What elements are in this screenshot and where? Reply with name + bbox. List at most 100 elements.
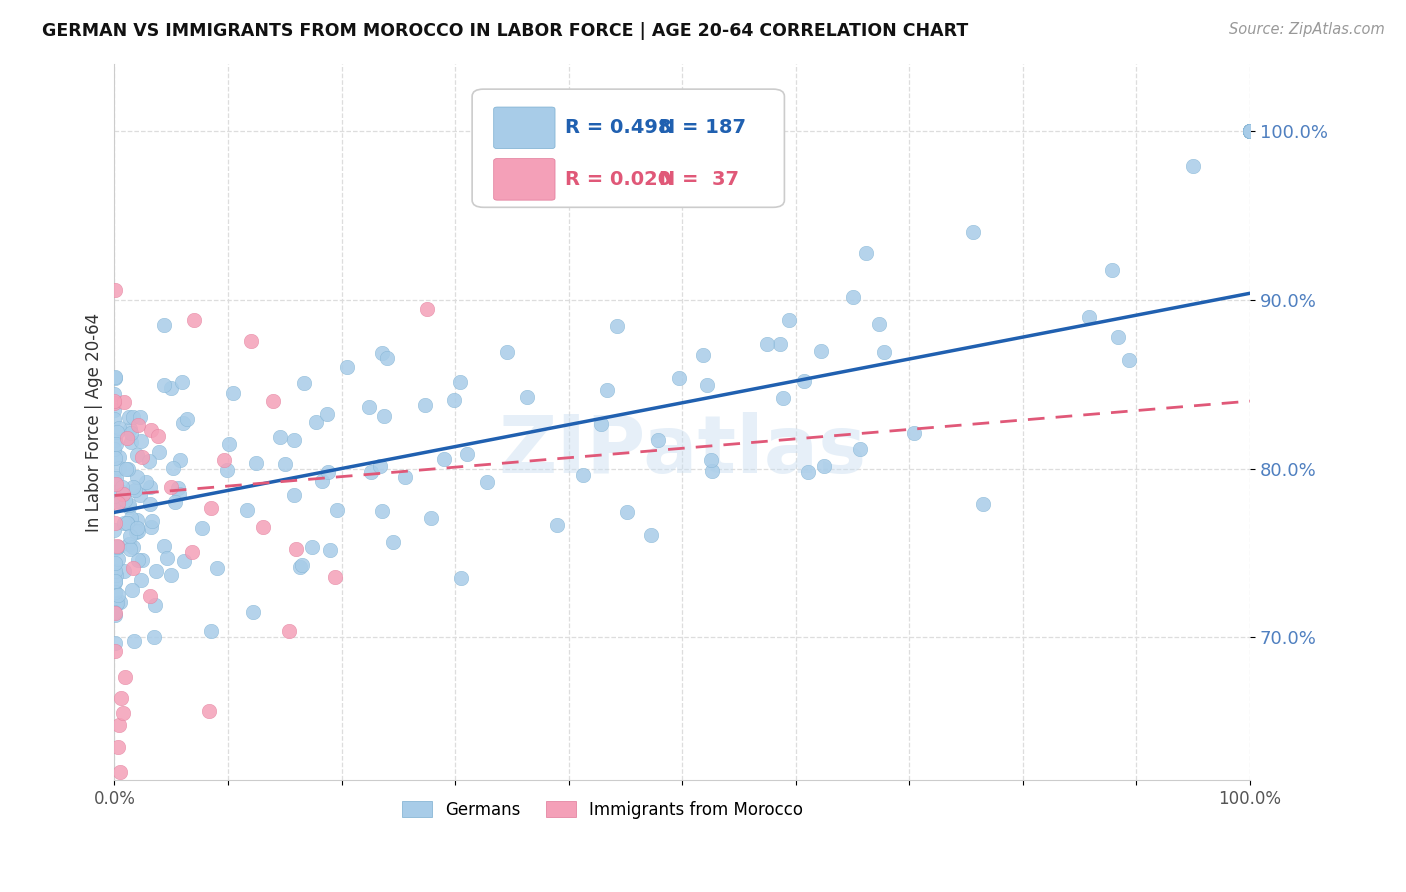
Point — [104, 451, 127, 466]
Point — [200, 624, 222, 639]
Point — [110, 483, 132, 498]
Point — [105, 596, 128, 610]
Point — [105, 539, 128, 553]
Point — [104, 635, 127, 649]
Point — [336, 359, 359, 374]
Point — [103, 489, 125, 503]
Point — [115, 516, 138, 530]
Point — [104, 607, 127, 622]
Point — [235, 502, 257, 516]
Point — [217, 462, 239, 476]
Point — [269, 430, 291, 444]
Point — [420, 511, 443, 525]
Point — [145, 564, 167, 578]
Point — [903, 425, 925, 440]
Point — [756, 337, 779, 351]
Point — [793, 374, 815, 388]
Point — [104, 493, 127, 508]
Point — [1239, 124, 1261, 138]
Point — [127, 524, 149, 539]
Point — [1239, 124, 1261, 138]
Point — [108, 450, 131, 465]
Point — [283, 433, 305, 447]
Point — [205, 561, 228, 575]
Point — [375, 351, 398, 365]
Point — [394, 469, 416, 483]
Point — [104, 564, 127, 578]
Point — [1182, 159, 1205, 173]
Point — [262, 394, 284, 409]
Point — [108, 486, 131, 500]
Y-axis label: In Labor Force | Age 20-64: In Labor Force | Age 20-64 — [86, 312, 103, 532]
Point — [122, 561, 145, 575]
Point — [105, 597, 128, 611]
Point — [118, 500, 141, 514]
Point — [1239, 124, 1261, 138]
Point — [139, 479, 162, 493]
Point — [855, 246, 877, 260]
Point — [477, 475, 499, 489]
Point — [301, 540, 323, 554]
Point — [112, 395, 135, 409]
Point — [647, 434, 669, 448]
Point — [1239, 124, 1261, 138]
Point — [125, 513, 148, 527]
Point — [169, 452, 191, 467]
Point — [606, 318, 628, 333]
Point — [962, 225, 984, 239]
Point — [873, 344, 896, 359]
Point — [107, 496, 129, 510]
Point — [112, 516, 135, 531]
Point — [104, 516, 127, 530]
Point — [110, 690, 132, 705]
Point — [311, 474, 333, 488]
Point — [104, 597, 127, 611]
FancyBboxPatch shape — [472, 89, 785, 207]
Point — [1239, 124, 1261, 138]
Point — [546, 518, 568, 533]
Point — [692, 348, 714, 362]
Point — [139, 590, 162, 604]
Point — [368, 459, 391, 474]
FancyBboxPatch shape — [494, 107, 555, 149]
Point — [104, 437, 127, 451]
Point — [972, 497, 994, 511]
Point — [120, 425, 142, 440]
Point — [285, 541, 308, 556]
Point — [200, 501, 222, 516]
Point — [125, 449, 148, 463]
Point — [516, 391, 538, 405]
Point — [167, 487, 190, 501]
Point — [122, 480, 145, 494]
Text: ZIPatlas: ZIPatlas — [498, 412, 866, 490]
Point — [315, 408, 337, 422]
Point — [124, 483, 146, 498]
Point — [141, 520, 163, 534]
Point — [120, 422, 142, 436]
Point — [1078, 310, 1101, 324]
Point — [129, 409, 152, 424]
Point — [319, 543, 342, 558]
Point — [114, 493, 136, 508]
Point — [125, 524, 148, 539]
Point — [107, 551, 129, 566]
Text: N = 187: N = 187 — [659, 119, 747, 137]
Point — [416, 301, 439, 316]
Point — [104, 541, 127, 555]
Point — [122, 540, 145, 554]
Point — [413, 398, 436, 412]
Point — [591, 417, 613, 431]
Point — [107, 540, 129, 554]
Point — [131, 553, 153, 567]
Point — [162, 461, 184, 475]
Point — [108, 595, 131, 609]
Point — [172, 417, 194, 431]
Point — [153, 539, 176, 553]
Point — [127, 418, 149, 433]
Point — [1101, 262, 1123, 277]
Point — [849, 442, 872, 456]
Point — [668, 371, 690, 385]
Point — [128, 488, 150, 502]
Point — [842, 290, 865, 304]
Point — [105, 477, 128, 491]
